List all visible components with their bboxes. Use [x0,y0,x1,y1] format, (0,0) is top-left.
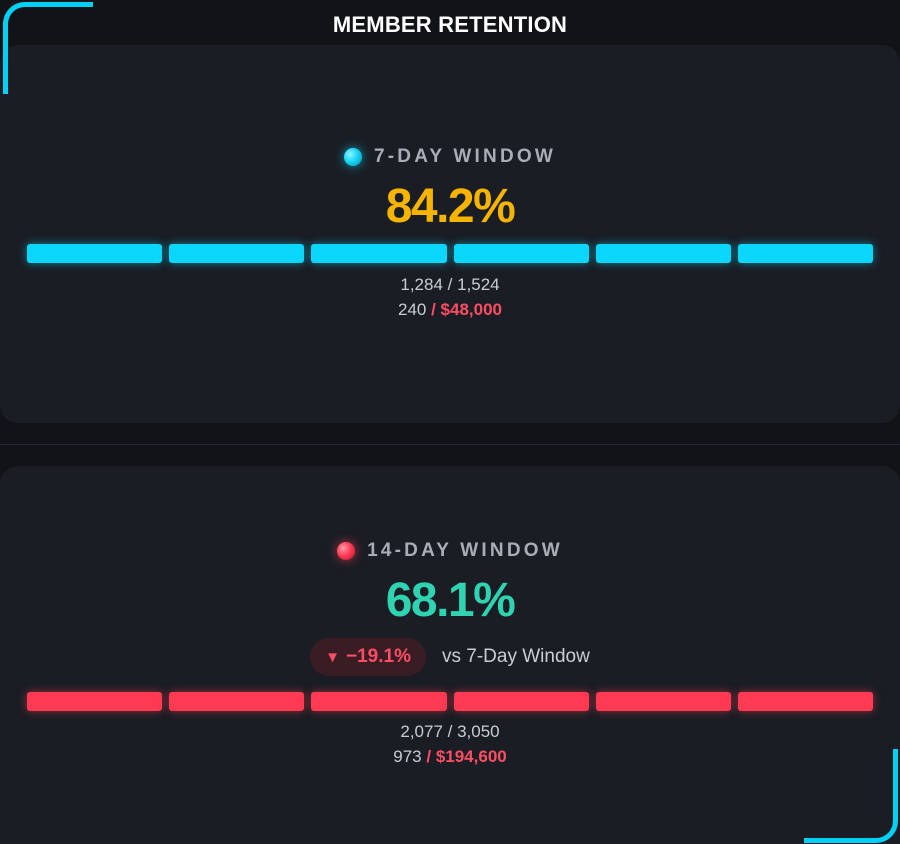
progress-segment [27,244,163,263]
cyan-dot-icon [344,148,363,166]
segmented-progress-bar [27,692,874,711]
corner-bracket-bottom-right [804,749,898,843]
delta-value: −19.1% [346,646,411,667]
window-card-14-day: 14-DAY WINDOW 68.1% ▼ −19.1% vs 7-Day Wi… [0,466,900,844]
progress-segment [737,244,874,263]
delta-comparison: vs 7-Day Window [442,646,590,667]
progress-segment [27,692,163,711]
progress-segment [311,692,447,711]
retention-percent: 84.2% [385,180,516,233]
red-dot-icon [337,542,356,560]
segmented-progress-bar [27,244,874,263]
members-ratio: 2,077 / 3,050 [400,722,500,741]
churn-amount: / $194,600 [426,747,507,766]
progress-segment [311,244,447,263]
retention-percent: 68.1% [385,574,516,627]
down-arrow-icon: ▼ [325,648,341,666]
window-card-7-day: 7-DAY WINDOW 84.2% 1,284 / 1,524 240 / $… [0,45,900,423]
window-label-row: 14-DAY WINDOW [0,540,900,562]
page-title: MEMBER RETENTION [332,12,568,37]
window-label: 14-DAY WINDOW [367,540,563,561]
corner-bracket-top-left [3,2,93,94]
section-divider [0,444,900,445]
progress-segment [453,244,589,263]
progress-segment [453,692,589,711]
progress-segment [169,692,305,711]
delta-badge: ▼ −19.1% [310,638,426,676]
churn-amount: / $48,000 [431,300,502,319]
window-label: 7-DAY WINDOW [374,146,556,167]
churn-count: 240 [397,300,427,319]
members-ratio: 1,284 / 1,524 [400,275,500,294]
delta-row: ▼ −19.1% vs 7-Day Window [0,638,900,676]
progress-segment [737,692,874,711]
progress-segment [595,692,731,711]
window-label-row: 7-DAY WINDOW [0,146,900,168]
churn-count: 973 [393,747,422,766]
churn-summary: 973 / $194,600 [0,747,900,767]
churn-summary: 240 / $48,000 [0,300,900,320]
progress-segment [595,244,731,263]
progress-segment [169,244,305,263]
